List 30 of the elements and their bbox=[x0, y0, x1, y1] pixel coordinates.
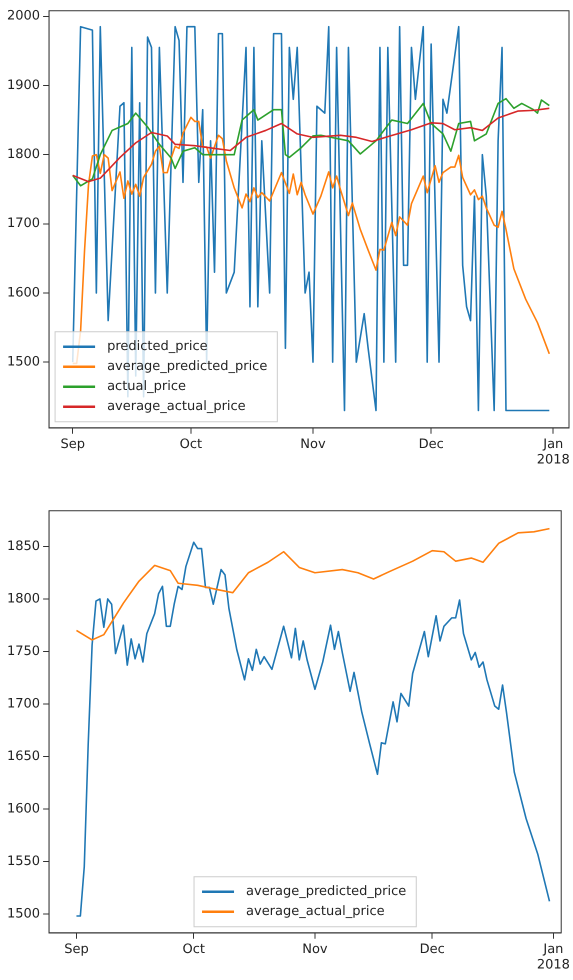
x-tick-label: Dec bbox=[420, 942, 445, 957]
y-tick-label: 1500 bbox=[6, 906, 40, 922]
y-tick-label: 1650 bbox=[6, 748, 40, 764]
y-tick-label: 1700 bbox=[6, 216, 40, 232]
y-tick-label: 1550 bbox=[6, 854, 40, 869]
x-tick-label: Nov bbox=[300, 436, 326, 452]
x-tick-label: Nov bbox=[302, 942, 328, 957]
x-tick-label: Sep bbox=[60, 436, 85, 452]
y-tick-label: 1600 bbox=[6, 285, 40, 300]
legend-label: average_predicted_price bbox=[107, 359, 268, 374]
legend-label: average_actual_price bbox=[246, 904, 385, 920]
y-tick-label: 1750 bbox=[6, 644, 40, 659]
y-tick-label: 1500 bbox=[6, 354, 40, 370]
x-tick-label: Oct bbox=[182, 942, 205, 957]
y-tick-label: 2000 bbox=[6, 8, 40, 24]
x-tick-label: Jan 2018 bbox=[536, 942, 570, 973]
y-tick-label: 1850 bbox=[6, 538, 40, 554]
y-tick-label: 1600 bbox=[6, 801, 40, 816]
x-tick-label: Sep bbox=[64, 942, 89, 957]
y-tick-label: 1800 bbox=[6, 147, 40, 162]
x-tick-label: Dec bbox=[418, 436, 444, 452]
legend-label: predicted_price bbox=[107, 339, 208, 354]
legend-label: average_actual_price bbox=[107, 399, 246, 414]
legend-label: average_predicted_price bbox=[246, 884, 406, 900]
x-tick-label: Oct bbox=[180, 436, 202, 452]
y-tick-label: 1800 bbox=[6, 591, 40, 606]
y-tick-label: 1700 bbox=[6, 696, 40, 712]
x-tick-label: Jan 2018 bbox=[536, 436, 570, 468]
legend-label: actual_price bbox=[107, 379, 186, 394]
y-tick-label: 1900 bbox=[6, 78, 40, 93]
